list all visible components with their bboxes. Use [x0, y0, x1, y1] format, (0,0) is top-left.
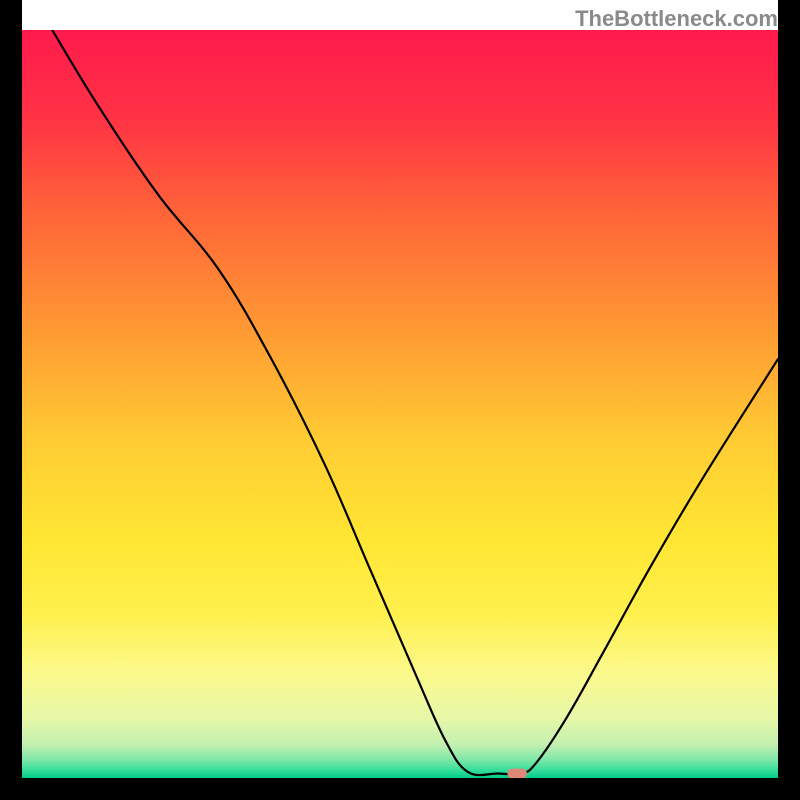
chart-svg: [22, 30, 778, 778]
chart-frame: TheBottleneck.com: [0, 0, 800, 800]
chart-background: [22, 30, 778, 778]
watermark-text: TheBottleneck.com: [575, 6, 778, 32]
plot-area: [22, 30, 778, 778]
optimal-marker: [507, 769, 527, 778]
